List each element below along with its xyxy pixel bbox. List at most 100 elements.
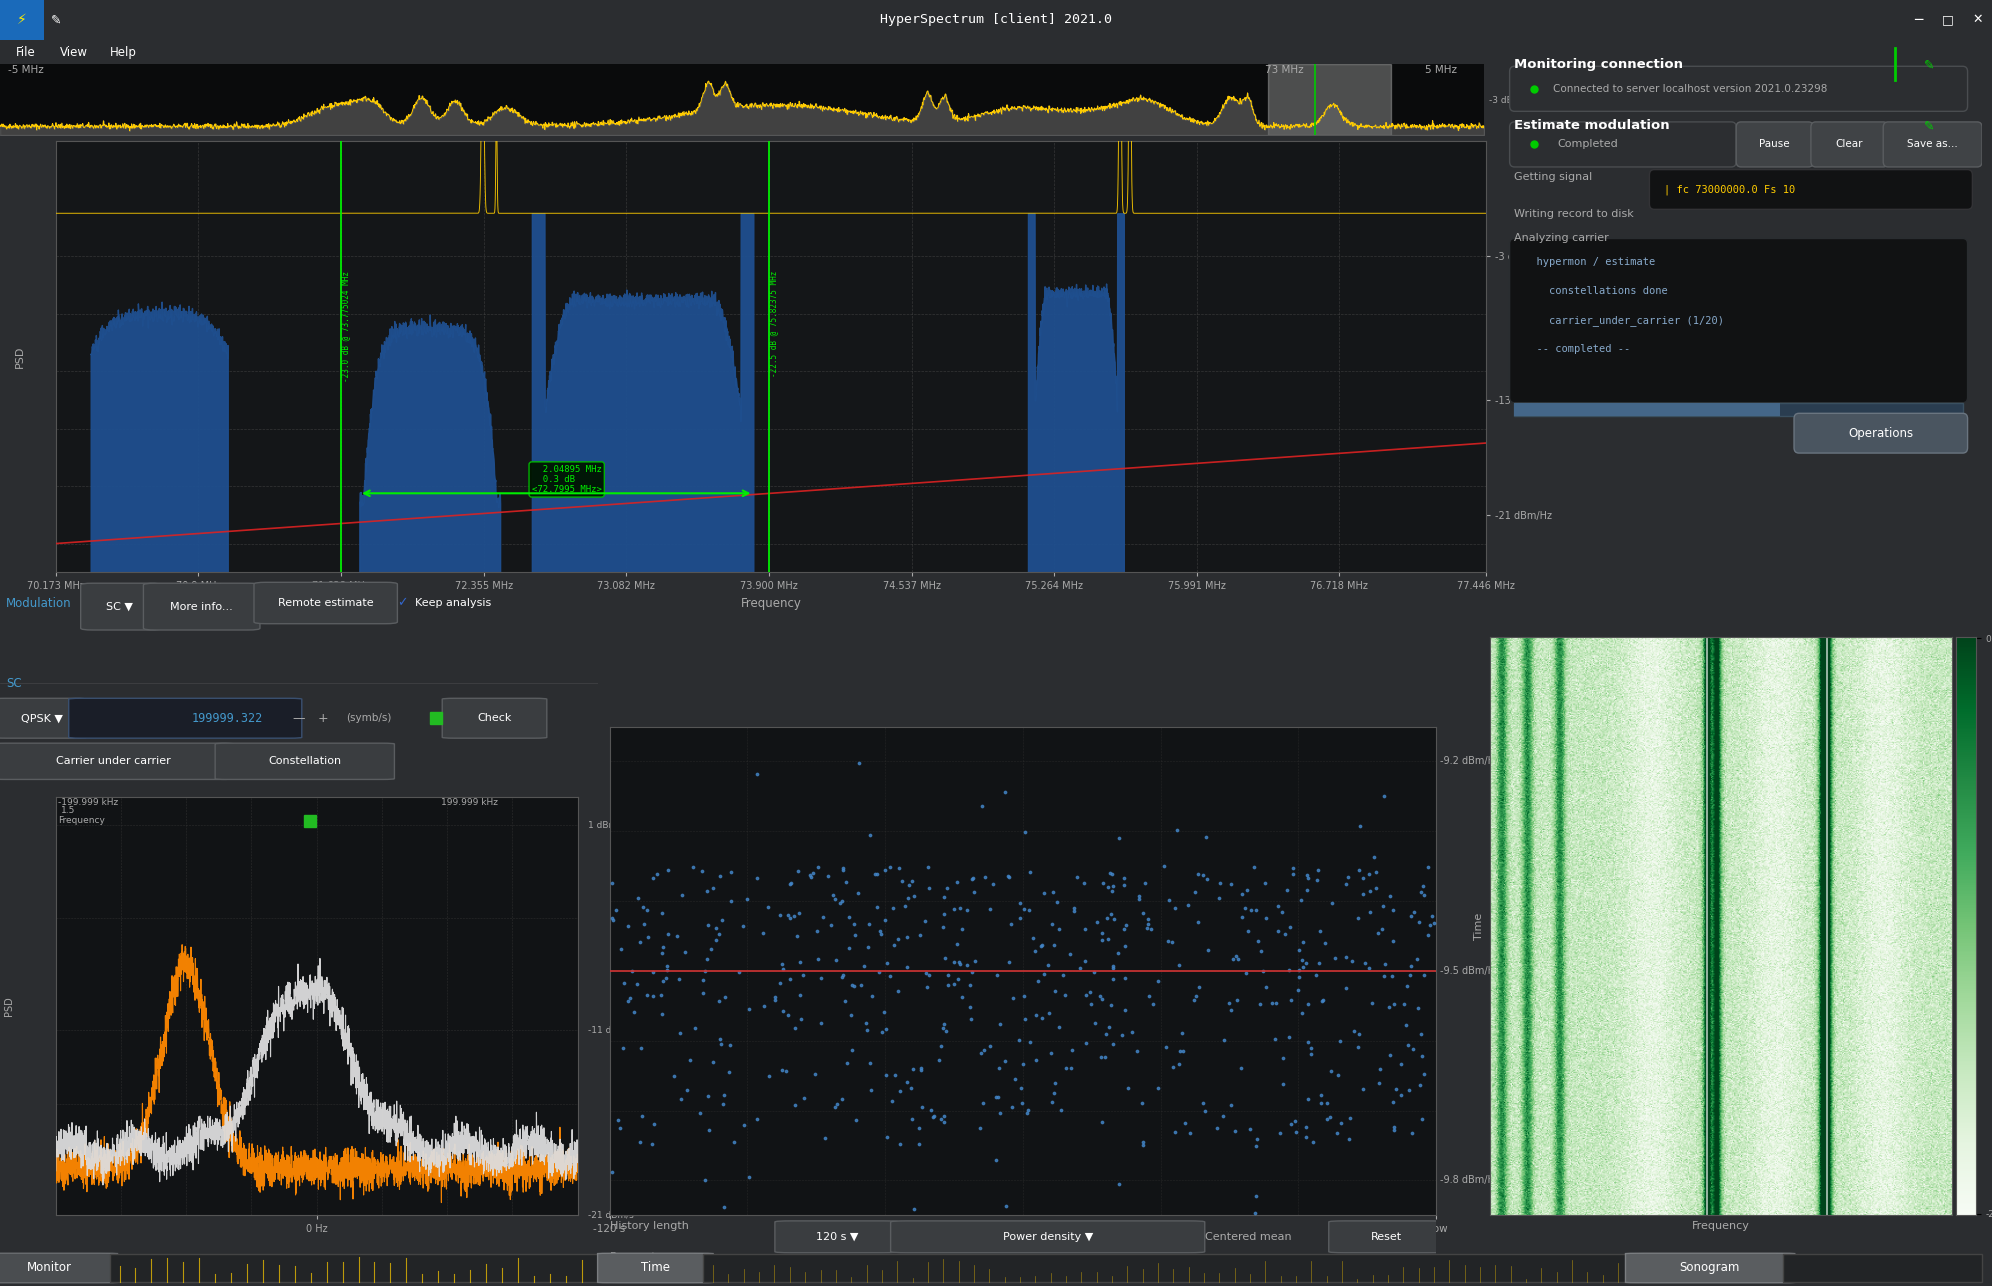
Point	[1378, 993, 1410, 1013]
Point	[691, 1085, 723, 1106]
Point	[871, 953, 902, 974]
Point	[665, 1022, 697, 1043]
Text: | fc 73000000.0 Fs 10: | fc 73000000.0 Fs 10	[1663, 184, 1795, 195]
Point	[651, 959, 683, 980]
Point	[1112, 1078, 1143, 1098]
Point	[1384, 1053, 1416, 1074]
Point	[1343, 1037, 1374, 1057]
Point	[1307, 992, 1339, 1012]
Point	[1032, 955, 1064, 976]
Point	[657, 1066, 689, 1087]
Point	[1044, 1100, 1076, 1120]
X-axis label: Time: Time	[1010, 1240, 1036, 1250]
Point	[1050, 1058, 1082, 1079]
Point	[1090, 1024, 1121, 1044]
Point	[908, 910, 940, 931]
Point	[821, 950, 853, 971]
Point	[1173, 1123, 1205, 1143]
Text: -9.5 dBm/Hz: -9.5 dBm/Hz	[1440, 966, 1500, 976]
Point	[801, 921, 833, 941]
Point	[807, 907, 839, 927]
Point	[928, 1013, 960, 1034]
Bar	[0, 0, 44, 40]
Point	[1026, 935, 1058, 955]
Point	[1249, 908, 1281, 928]
Point	[753, 896, 785, 917]
Point	[765, 974, 797, 994]
Point	[1245, 994, 1277, 1015]
Point	[1235, 900, 1267, 921]
Point	[1367, 919, 1398, 940]
Point	[1014, 862, 1046, 882]
Text: Centered mean: Centered mean	[1205, 1232, 1291, 1242]
Point	[1070, 1033, 1102, 1053]
Point	[1121, 1040, 1153, 1061]
Point	[1086, 1047, 1118, 1067]
Point	[769, 1061, 801, 1082]
Point	[1249, 976, 1281, 997]
Point	[1390, 1015, 1422, 1035]
Point	[944, 898, 976, 918]
Point	[1070, 985, 1102, 1006]
Point	[1287, 1003, 1319, 1024]
Text: History length: History length	[610, 1220, 689, 1231]
Point	[1400, 948, 1432, 968]
Point	[890, 926, 922, 946]
Point	[1084, 986, 1116, 1007]
Point	[627, 913, 659, 934]
Point	[845, 975, 876, 995]
Point	[956, 868, 988, 889]
Point	[697, 877, 729, 898]
Point	[1086, 922, 1118, 943]
Point	[1135, 919, 1167, 940]
Point	[1273, 917, 1305, 937]
Text: Power density ▼: Power density ▼	[1002, 1232, 1094, 1242]
Point	[1203, 872, 1235, 892]
Point	[871, 1065, 902, 1085]
Point	[886, 871, 918, 891]
Point	[1331, 979, 1363, 999]
Text: Reset: Reset	[1370, 1232, 1402, 1242]
Point	[1187, 865, 1219, 886]
Point	[707, 1094, 739, 1115]
Point	[1215, 1094, 1247, 1115]
Point	[1378, 931, 1410, 952]
Point	[898, 1199, 930, 1219]
Point	[1215, 1001, 1247, 1021]
Point	[1026, 1008, 1058, 1029]
Point	[637, 985, 669, 1006]
Point	[795, 867, 827, 887]
FancyBboxPatch shape	[1737, 122, 1813, 167]
Point	[825, 892, 857, 913]
Point	[623, 1132, 655, 1152]
Point	[1353, 863, 1384, 883]
Point	[1189, 827, 1221, 847]
Point	[1181, 912, 1213, 932]
Point	[994, 867, 1026, 887]
Text: Writing record to disk: Writing record to disk	[1514, 210, 1633, 220]
Point	[1098, 968, 1129, 989]
Point	[912, 877, 944, 898]
Point	[651, 957, 683, 977]
Text: More info...: More info...	[169, 602, 233, 612]
Point	[896, 1109, 928, 1129]
Point	[1412, 856, 1444, 877]
FancyBboxPatch shape	[775, 1220, 898, 1253]
Bar	[1514, 403, 1779, 415]
Point	[1004, 1078, 1036, 1098]
Point	[1343, 859, 1374, 880]
Point	[1068, 872, 1100, 892]
Point	[733, 1166, 765, 1187]
Point	[765, 1060, 797, 1080]
Point	[703, 990, 735, 1011]
Point	[799, 1064, 831, 1084]
Point	[960, 950, 992, 971]
Point	[1058, 900, 1090, 921]
Point	[773, 1006, 805, 1026]
FancyBboxPatch shape	[442, 698, 546, 738]
Point	[950, 954, 982, 975]
Text: ✎: ✎	[1924, 120, 1934, 132]
Point	[683, 1103, 715, 1124]
Point	[1189, 1101, 1221, 1121]
Point	[1301, 964, 1333, 985]
